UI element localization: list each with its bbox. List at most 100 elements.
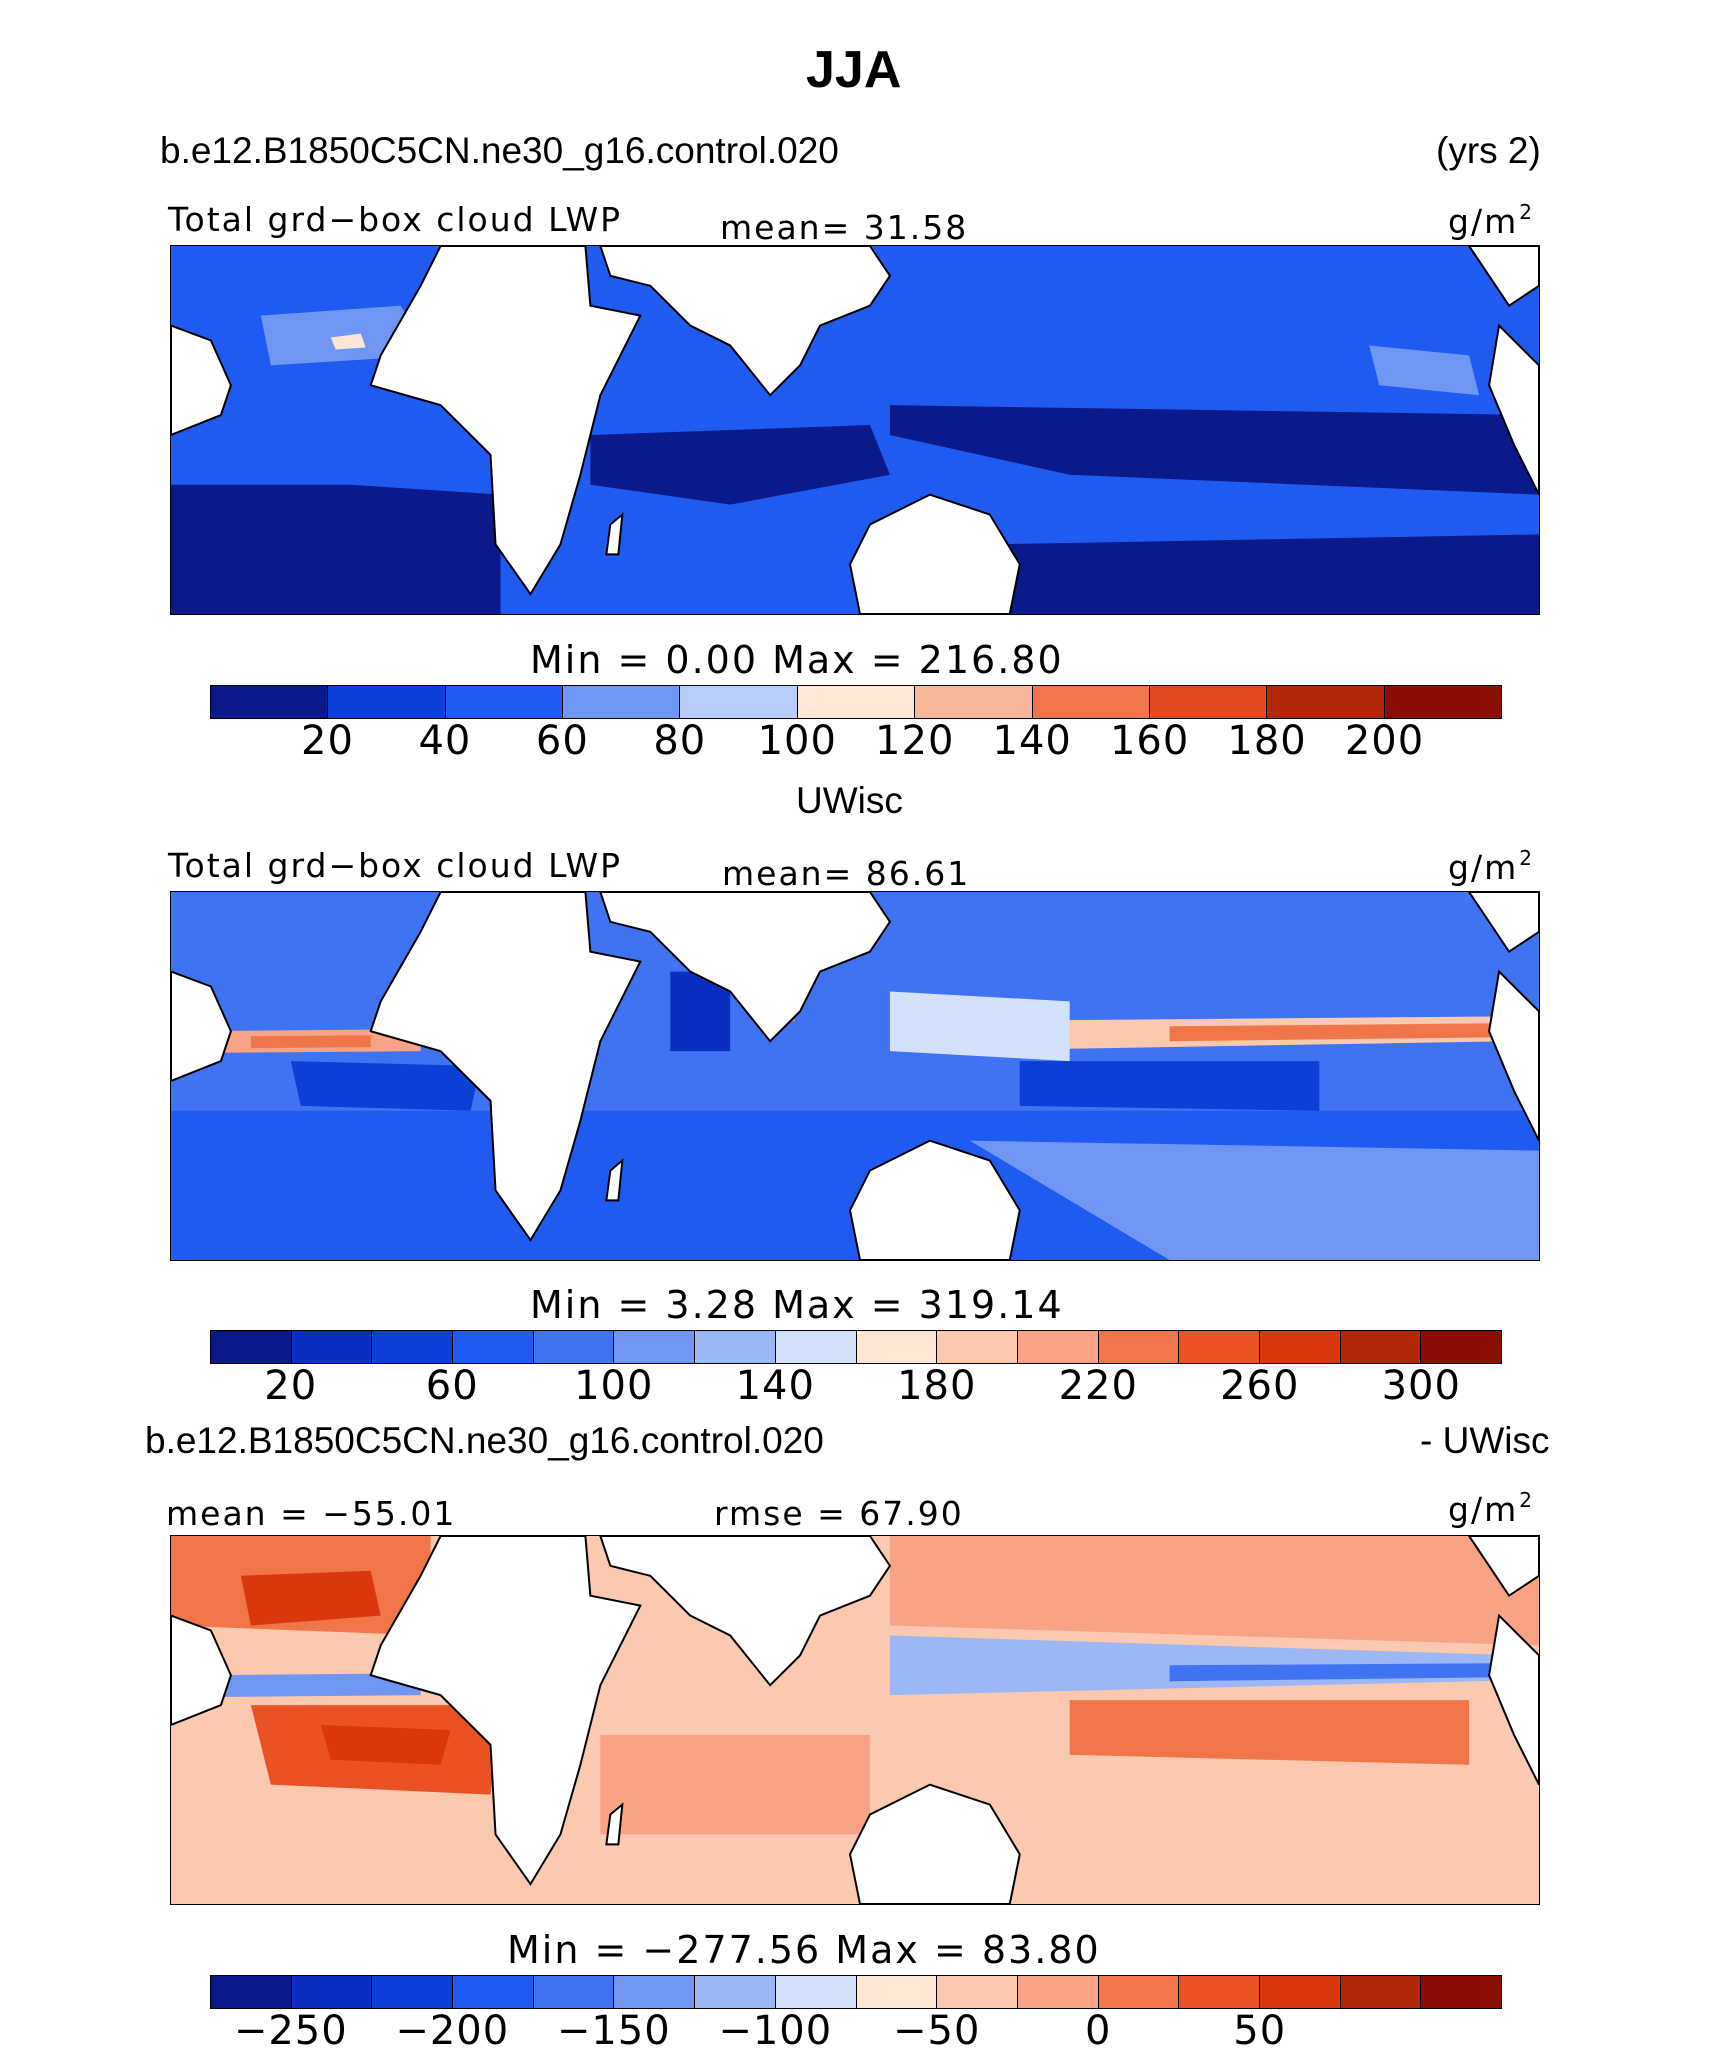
n-atlantic-peak [330,333,366,350]
colorbar-tick-label: 60 [425,1363,479,1409]
pacific-itcz-core [1169,1023,1500,1042]
colorbar-tick-label: 20 [301,718,354,764]
colorbar-tick-label: 200 [1344,718,1425,764]
case-name: b.e12.B1850C5CN.ne30_g16.control.020 [160,130,839,171]
colorbar-swatch [1179,1331,1260,1363]
years-label: (yrs 2) [1436,130,1541,171]
colorbar-swatch [291,1331,373,1363]
panel1-mean: mean= 31.58 [720,208,969,247]
panel3-colorbar [210,1975,1502,2009]
atlantic-low [290,1061,481,1111]
panel2-colorbar [210,1330,1502,1364]
panel2-map [170,891,1540,1261]
colorbar-tick-label: 300 [1381,1363,1461,1409]
colorbar-swatch [1259,1976,1341,2008]
colorbar-tick-label: 180 [897,1363,977,1409]
colorbar-swatch [1421,1976,1501,2008]
panel1-colorbar [210,685,1502,719]
colorbar-tick-label: 220 [1058,1363,1138,1409]
australia [848,493,1021,614]
madagascar [605,512,624,556]
diff-suffix: - UWisc [1420,1420,1550,1461]
madagascar [605,1158,624,1202]
panel3-units: g/m2 [1448,1488,1534,1529]
colorbar-tick-label: 260 [1220,1363,1300,1409]
colorbar-swatch [695,1976,776,2008]
panel1-map [170,245,1540,615]
colorbar-swatch [211,1331,292,1363]
panel2-colorbar-ticks: 20 60 100 140 180 220 260 300 [210,1363,1502,1413]
colorbar-tick-label: 80 [653,718,707,764]
colorbar-swatch [563,686,681,718]
colorbar-tick-label: 160 [1109,718,1190,764]
atlantic-negative [190,1673,421,1698]
colorbar-tick-label: 20 [264,1363,318,1409]
south-america [171,970,232,1083]
colorbar-swatch [680,686,798,718]
arabian-low [670,971,731,1052]
south-america [171,1614,232,1727]
colorbar-swatch [291,1976,373,2008]
pacific-low [1019,1061,1320,1111]
colorbar-tick-label: 140 [992,718,1072,764]
colorbar-tick-label: 0 [1085,2008,1112,2054]
panel3-mean: mean = −55.01 [166,1494,457,1533]
north-america [1467,1536,1539,1598]
colorbar-tick-label: 100 [757,718,837,764]
colorbar-swatch [614,1976,696,2008]
colorbar-swatch [614,1331,696,1363]
africa [369,246,642,596]
arabia-asia [599,1536,892,1687]
colorbar-tick-label: −250 [233,2008,348,2054]
panel2-units: g/m2 [1448,846,1534,887]
north-america [1467,892,1539,954]
colorbar-tick-label: −100 [718,2008,833,2054]
colorbar-swatch [453,1331,534,1363]
colorbar-swatch [1017,1976,1099,2008]
colorbar-tick-label: 120 [875,718,955,764]
arabia-asia [599,892,892,1043]
colorbar-tick-label: 140 [735,1363,815,1409]
africa [369,892,642,1242]
n-pacific-high [1369,345,1480,396]
colorbar-tick-label: 50 [1233,2008,1287,2054]
colorbar-swatch [372,1976,454,2008]
colorbar-swatch [775,1976,857,2008]
panel3-map [170,1535,1540,1905]
colorbar-swatch [445,686,564,718]
diff-case-name: b.e12.B1850C5CN.ne30_g16.control.020 [145,1420,824,1461]
colorbar-swatch [937,1976,1018,2008]
n-pacific-positive [889,1536,1539,1646]
obs-title: UWisc [796,780,903,821]
colorbar-tick-label: −200 [395,2008,510,2054]
panel1-units: g/m2 [1448,200,1534,241]
colorbar-tick-label: −50 [893,2008,981,2054]
colorbar-swatch [533,1331,615,1363]
colorbar-swatch [1340,1331,1422,1363]
panel3-rmse: rmse = 67.90 [714,1494,964,1533]
colorbar-tick-label: 100 [574,1363,654,1409]
s-pacific-positive [1069,1700,1470,1765]
colorbar-swatch [1098,1331,1180,1363]
colorbar-tick-label: 40 [418,718,472,764]
colorbar-swatch [856,1331,938,1363]
north-america [1467,246,1539,308]
australia [848,1783,1021,1904]
colorbar-swatch [1179,1976,1260,2008]
australia [848,1139,1021,1260]
colorbar-swatch [1098,1976,1180,2008]
central-america [1488,969,1539,1142]
panel3-minmax: Min = −277.56 Max = 83.80 [507,1928,1101,1972]
colorbar-swatch [453,1976,534,2008]
pacific-negative-core [1169,1663,1500,1682]
arabia-asia [599,246,892,397]
colorbar-swatch [937,1331,1018,1363]
colorbar-swatch [695,1331,776,1363]
colorbar-swatch [915,686,1033,718]
panel2-minmax: Min = 3.28 Max = 319.14 [530,1283,1064,1327]
south-pacific-minimum [989,534,1539,614]
west-pacific-warm [889,991,1070,1062]
figure-title: JJA [806,41,902,99]
panel1-minmax: Min = 0.00 Max = 216.80 [530,638,1064,682]
south-america [171,324,232,437]
